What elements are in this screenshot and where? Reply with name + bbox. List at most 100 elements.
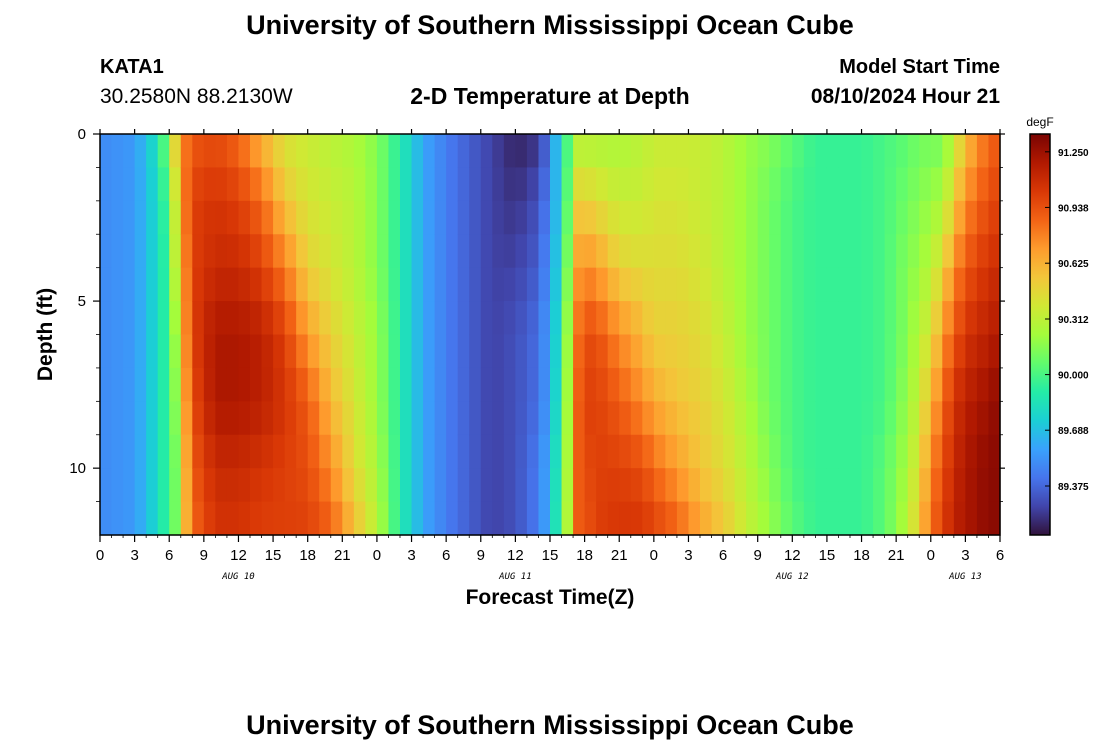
heatmap-cell (757, 501, 770, 536)
heatmap-cell (538, 234, 551, 269)
heatmap-cell (203, 167, 216, 202)
heatmap-cell (561, 267, 574, 302)
heatmap-cell (111, 468, 124, 503)
heatmap-cell (526, 200, 540, 235)
heatmap-cell (642, 267, 655, 302)
x-axis: 0 3 6 9 12 15 18 21 0 3 6 9 12 15 18 21 0 3 6 9 12 15 18 21 0 3 6 A… (96, 129, 1004, 582)
x-tick-label: 21 (334, 547, 351, 564)
heatmap-cell (942, 301, 955, 336)
heatmap-cell (665, 134, 678, 169)
heatmap-cell (157, 434, 170, 469)
heatmap-cell (100, 468, 113, 503)
heatmap-cell (388, 134, 401, 169)
heatmap-cell (711, 401, 724, 436)
x-tick-label: 6 (719, 547, 727, 564)
heatmap-cell (757, 267, 770, 302)
heatmap-cell (942, 267, 955, 302)
heatmap-cell (423, 200, 436, 235)
heatmap-cell (342, 434, 355, 469)
heatmap-cell (550, 334, 563, 369)
heatmap-cell (850, 134, 863, 169)
heatmap-cell (273, 434, 286, 469)
heatmap-cell (538, 267, 551, 302)
heatmap-cell (653, 134, 666, 169)
heatmap-cell (676, 301, 690, 336)
heatmap-cell (965, 468, 978, 503)
heatmap-cell (607, 234, 620, 269)
heatmap-cell (296, 234, 309, 269)
heatmap-cell (723, 234, 736, 269)
heatmap-cell (215, 401, 228, 436)
heatmap-cell (596, 434, 609, 469)
heatmap-cell (215, 167, 228, 202)
heatmap-cell (376, 200, 390, 235)
heatmap-cell (688, 334, 701, 369)
heatmap-cell (457, 200, 470, 235)
heatmap-cell (746, 234, 759, 269)
heatmap-cell (584, 267, 597, 302)
heatmap-cell (630, 267, 643, 302)
heatmap-cell (319, 468, 332, 503)
heatmap-cell (780, 401, 793, 436)
heatmap-cell (515, 134, 528, 169)
heatmap-cell (734, 468, 747, 503)
heatmap-cell (146, 200, 159, 235)
heatmap-cell (815, 468, 828, 503)
heatmap-cell (919, 267, 932, 302)
heatmap-cell (919, 468, 932, 503)
heatmap-cell (238, 367, 251, 402)
heatmap-cell (976, 401, 990, 436)
y-axis-title: Depth (ft) (34, 288, 57, 381)
heatmap-cell (746, 167, 759, 202)
heatmap-cell (146, 401, 159, 436)
heatmap-cell (273, 134, 286, 169)
heatmap-cell (503, 234, 516, 269)
heatmap-cell (619, 200, 632, 235)
heatmap-cell (226, 434, 240, 469)
heatmap-cell (550, 167, 563, 202)
heatmap-cell (757, 234, 770, 269)
heatmap-cell (480, 434, 493, 469)
heatmap-cell (815, 367, 828, 402)
heatmap-cell (457, 401, 470, 436)
heatmap-cell (169, 434, 182, 469)
heatmap-cell (192, 501, 205, 536)
heatmap-cell (192, 200, 205, 235)
heatmap-cell (711, 434, 724, 469)
heatmap-cell (446, 468, 459, 503)
heatmap-cell (930, 234, 943, 269)
heatmap-cell (953, 267, 966, 302)
heatmap-cell (376, 401, 390, 436)
heatmap-cell (192, 334, 205, 369)
heatmap-cell (250, 301, 263, 336)
heatmap-cell (561, 301, 574, 336)
heatmap-cell (896, 401, 909, 436)
heatmap-cell (157, 234, 170, 269)
x-tick-label: 0 (373, 547, 381, 564)
heatmap-cell (942, 401, 955, 436)
heatmap-cell (723, 134, 736, 169)
heatmap-cell (296, 200, 309, 235)
heatmap-cell (896, 468, 909, 503)
heatmap-cell (526, 434, 540, 469)
heatmap-cell (515, 434, 528, 469)
heatmap-cell (850, 167, 863, 202)
heatmap-cell (226, 468, 240, 503)
heatmap-cell (653, 301, 666, 336)
heatmap-cell (492, 501, 505, 536)
heatmap-cell (850, 501, 863, 536)
heatmap-cell (388, 267, 401, 302)
heatmap-cell (584, 501, 597, 536)
heatmap-cell (146, 134, 159, 169)
heatmap-cell (284, 167, 297, 202)
heatmap-cell (250, 234, 263, 269)
heatmap-cell (700, 367, 713, 402)
heatmap-cell (515, 234, 528, 269)
heatmap-cell (400, 501, 413, 536)
heatmap-cell (365, 367, 378, 402)
heatmap-cell (607, 200, 620, 235)
heatmap-cell (238, 301, 251, 336)
heatmap-cell (734, 434, 747, 469)
heatmap-cell (342, 401, 355, 436)
heatmap-cell (469, 334, 482, 369)
